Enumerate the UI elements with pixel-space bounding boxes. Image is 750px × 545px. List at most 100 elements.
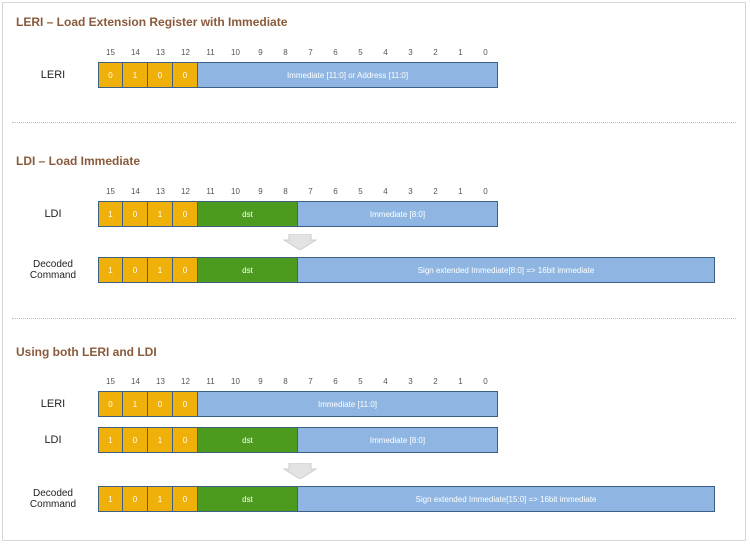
bit-number: 0 bbox=[483, 48, 488, 57]
label-line-command: Command bbox=[29, 270, 77, 281]
bit-number: 5 bbox=[358, 187, 363, 196]
bit-number: 4 bbox=[383, 187, 388, 196]
immediate-field-cell: Immediate [8:0] bbox=[298, 427, 498, 453]
bit-number: 11 bbox=[206, 48, 215, 57]
opcode-bit-cell: 1 bbox=[148, 427, 173, 453]
bit-number: 1 bbox=[458, 187, 463, 196]
bit-number: 14 bbox=[131, 377, 140, 386]
bit-number: 2 bbox=[433, 377, 438, 386]
row-label-leri: LERI bbox=[40, 68, 66, 81]
bit-number: 10 bbox=[231, 377, 240, 386]
bit-number: 3 bbox=[408, 377, 413, 386]
bit-number: 3 bbox=[408, 48, 413, 57]
opcode-bit-cell: 1 bbox=[123, 62, 148, 88]
bit-number: 15 bbox=[106, 187, 115, 196]
bit-number: 0 bbox=[483, 187, 488, 196]
opcode-bit-cell: 0 bbox=[123, 201, 148, 227]
bit-number: 14 bbox=[131, 48, 140, 57]
bit-number: 3 bbox=[408, 187, 413, 196]
bit-number: 7 bbox=[308, 187, 313, 196]
bit-number: 6 bbox=[333, 377, 338, 386]
opcode-bit-cell: 0 bbox=[98, 62, 123, 88]
immediate-field-cell: Immediate [11:0] bbox=[198, 391, 498, 417]
bit-number: 1 bbox=[458, 48, 463, 57]
opcode-bit-cell: 0 bbox=[173, 391, 198, 417]
section-title-both: Using both LERI and LDI bbox=[16, 345, 157, 359]
bit-number: 15 bbox=[106, 48, 115, 57]
bit-number: 2 bbox=[433, 187, 438, 196]
opcode-bit-cell: 1 bbox=[98, 257, 123, 283]
dst-field-cell: dst bbox=[198, 486, 298, 512]
bit-number: 8 bbox=[283, 187, 288, 196]
bit-number: 6 bbox=[333, 187, 338, 196]
dst-field-cell: dst bbox=[198, 201, 298, 227]
opcode-bit-cell: 1 bbox=[98, 427, 123, 453]
bit-number: 12 bbox=[181, 187, 190, 196]
dst-field-cell: dst bbox=[198, 427, 298, 453]
bit-number: 9 bbox=[258, 48, 263, 57]
immediate-field-cell: Immediate [8:0] bbox=[298, 201, 498, 227]
bit-number: 9 bbox=[258, 187, 263, 196]
bit-number: 14 bbox=[131, 187, 140, 196]
bit-number: 10 bbox=[231, 187, 240, 196]
bit-number: 12 bbox=[181, 48, 190, 57]
dst-field-cell: dst bbox=[198, 257, 298, 283]
section-divider bbox=[12, 318, 736, 319]
bit-number: 13 bbox=[156, 48, 165, 57]
bit-number: 1 bbox=[458, 377, 463, 386]
opcode-bit-cell: 1 bbox=[123, 391, 148, 417]
label-line-command: Command bbox=[29, 499, 77, 510]
opcode-bit-cell: 1 bbox=[148, 201, 173, 227]
bit-number: 4 bbox=[383, 377, 388, 386]
bit-number: 7 bbox=[308, 48, 313, 57]
section-title-leri: LERI – Load Extension Register with Imme… bbox=[16, 15, 288, 29]
opcode-bit-cell: 1 bbox=[148, 486, 173, 512]
section-title-ldi: LDI – Load Immediate bbox=[16, 154, 141, 168]
bit-number: 12 bbox=[181, 377, 190, 386]
immediate-field-cell: Immediate [11:0] or Address [11:0] bbox=[198, 62, 498, 88]
bit-number: 10 bbox=[231, 48, 240, 57]
row-label-leri: LERI bbox=[40, 397, 66, 410]
label-line-decoded: Decoded bbox=[32, 259, 73, 270]
bit-number: 8 bbox=[283, 48, 288, 57]
bit-number: 11 bbox=[206, 377, 215, 386]
bit-number: 15 bbox=[106, 377, 115, 386]
opcode-bit-cell: 0 bbox=[98, 391, 123, 417]
section-divider bbox=[12, 122, 736, 123]
bit-number: 6 bbox=[333, 48, 338, 57]
opcode-bit-cell: 0 bbox=[173, 201, 198, 227]
bit-number: 2 bbox=[433, 48, 438, 57]
bit-number: 7 bbox=[308, 377, 313, 386]
opcode-bit-cell: 1 bbox=[98, 201, 123, 227]
bit-number: 4 bbox=[383, 48, 388, 57]
bit-number: 13 bbox=[156, 377, 165, 386]
opcode-bit-cell: 0 bbox=[173, 427, 198, 453]
row-label-decoded-command: Decoded Command bbox=[16, 257, 90, 283]
opcode-bit-cell: 0 bbox=[148, 391, 173, 417]
opcode-bit-cell: 0 bbox=[123, 427, 148, 453]
bit-number: 0 bbox=[483, 377, 488, 386]
opcode-bit-cell: 0 bbox=[173, 62, 198, 88]
opcode-bit-cell: 0 bbox=[123, 486, 148, 512]
bit-number: 8 bbox=[283, 377, 288, 386]
down-arrow-icon bbox=[283, 463, 317, 479]
bit-number: 9 bbox=[258, 377, 263, 386]
row-label-decoded-command: Decoded Command bbox=[16, 486, 90, 512]
bit-number: 13 bbox=[156, 187, 165, 196]
opcode-bit-cell: 0 bbox=[148, 62, 173, 88]
down-arrow-icon bbox=[283, 234, 317, 250]
row-label-ldi: LDI bbox=[44, 207, 62, 220]
row-label-ldi: LDI bbox=[44, 433, 62, 446]
bit-number: 5 bbox=[358, 377, 363, 386]
label-line-decoded: Decoded bbox=[32, 488, 73, 499]
opcode-bit-cell: 0 bbox=[173, 257, 198, 283]
opcode-bit-cell: 1 bbox=[98, 486, 123, 512]
opcode-bit-cell: 0 bbox=[173, 486, 198, 512]
immediate-field-cell: Sign extended Immediate[8:0] => 16bit im… bbox=[298, 257, 715, 283]
bit-number: 5 bbox=[358, 48, 363, 57]
bit-number: 11 bbox=[206, 187, 215, 196]
immediate-field-cell: Sign extended Immediate[15:0] => 16bit i… bbox=[298, 486, 715, 512]
opcode-bit-cell: 1 bbox=[148, 257, 173, 283]
opcode-bit-cell: 0 bbox=[123, 257, 148, 283]
